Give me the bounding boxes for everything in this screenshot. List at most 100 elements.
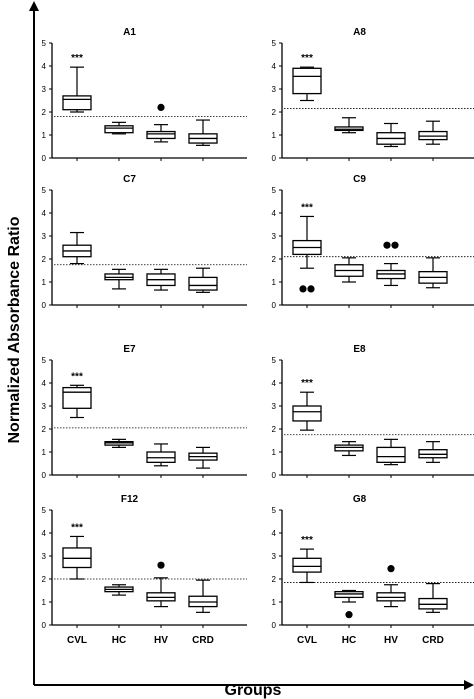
y-tick-label: 5 <box>272 39 277 48</box>
y-tick-label: 4 <box>272 529 277 538</box>
panel-title: C9 <box>353 174 366 185</box>
outlier-point <box>157 103 165 111</box>
y-tick-label: 3 <box>272 232 277 241</box>
box-cvl <box>62 66 92 113</box>
panel-g8: G8 0 1 2 3 4 5 CVL HC HV CRD *** <box>272 494 474 646</box>
box-crd <box>188 446 218 469</box>
significance-annotation: *** <box>301 378 313 389</box>
outlier-point <box>157 561 165 569</box>
y-tick-label: 2 <box>272 255 277 264</box>
y-tick-label: 5 <box>272 356 277 365</box>
box-hv <box>376 565 406 608</box>
panel-title: G8 <box>353 494 367 505</box>
y-tick-label: 3 <box>272 552 277 561</box>
box-hv <box>146 443 176 467</box>
outlier-point <box>391 241 399 249</box>
y-tick-label: 5 <box>272 506 277 515</box>
y-tick-label: 4 <box>272 379 277 388</box>
box-iqr <box>62 386 92 409</box>
y-tick-label: 0 <box>272 621 277 630</box>
box-cvl <box>292 548 322 584</box>
box-hv <box>376 122 406 148</box>
box-hc <box>334 589 364 619</box>
y-tick-label: 2 <box>42 425 47 434</box>
outlier-point <box>345 611 353 619</box>
box-iqr <box>292 67 322 95</box>
y-tick-label: 1 <box>272 598 277 607</box>
y-tick-label: 2 <box>42 108 47 117</box>
box-crd <box>188 267 218 293</box>
box-hc <box>104 438 134 448</box>
outlier-point <box>307 285 315 293</box>
box-hc <box>334 441 364 457</box>
y-tick-label: 4 <box>272 62 277 71</box>
x-tick-label: CRD <box>422 635 444 646</box>
box-iqr <box>292 405 322 422</box>
outlier-point <box>299 285 307 293</box>
y-tick-label: 2 <box>272 425 277 434</box>
significance-annotation: *** <box>301 202 313 213</box>
box-crd <box>188 579 218 613</box>
box-crd <box>418 120 448 145</box>
box-hv <box>376 241 406 287</box>
panel-e7: E7 0 1 2 3 4 5 *** <box>42 344 247 480</box>
box-cvl <box>292 66 322 102</box>
box-hc <box>334 257 364 283</box>
box-hc <box>104 121 134 135</box>
y-tick-label: 1 <box>272 278 277 287</box>
panel-e8: E8 0 1 2 3 4 5 *** <box>272 344 474 480</box>
y-tick-label: 3 <box>272 402 277 411</box>
box-hc <box>334 117 364 134</box>
panel-title: C7 <box>123 174 136 185</box>
panel-c9: C9 0 1 2 3 4 5 *** <box>272 174 474 310</box>
y-tick-label: 5 <box>42 506 47 515</box>
y-tick-label: 4 <box>42 209 47 218</box>
y-tick-label: 0 <box>42 471 47 480</box>
y-tick-label: 3 <box>272 85 277 94</box>
box-iqr <box>146 130 176 140</box>
box-crd <box>188 119 218 146</box>
box-iqr <box>104 125 134 134</box>
x-tick-label: CVL <box>297 635 317 646</box>
outlier-point <box>387 565 395 573</box>
x-tick-label: HV <box>154 635 168 646</box>
y-tick-label: 0 <box>42 154 47 163</box>
y-tick-label: 2 <box>272 108 277 117</box>
panel-title: A1 <box>123 27 136 38</box>
y-tick-label: 0 <box>272 154 277 163</box>
x-tick-label: HC <box>112 635 126 646</box>
y-tick-label: 5 <box>42 356 47 365</box>
box-crd <box>418 582 448 613</box>
panel-title: A8 <box>353 27 366 38</box>
box-hv <box>376 438 406 466</box>
y-tick-label: 4 <box>42 62 47 71</box>
box-crd <box>418 257 448 289</box>
panel-a1: A1 0 1 2 3 4 5 *** <box>42 27 247 163</box>
figure-x-label: Groups <box>225 682 282 699</box>
panel-a8: A8 0 1 2 3 4 5 *** <box>272 27 474 163</box>
panel-title: F12 <box>121 494 139 505</box>
box-iqr <box>62 95 92 111</box>
box-hv <box>146 561 176 608</box>
x-tick-label: HC <box>342 635 356 646</box>
y-tick-label: 0 <box>42 621 47 630</box>
box-iqr <box>292 557 322 573</box>
box-cvl <box>62 535 92 580</box>
significance-annotation: *** <box>301 535 313 546</box>
outlier-point <box>383 241 391 249</box>
x-tick-label: HV <box>384 635 398 646</box>
significance-annotation: *** <box>71 371 83 382</box>
box-hv <box>146 268 176 291</box>
panels: A1 0 1 2 3 4 5 *** A8 0 1 2 3 4 5 *** C7 0 1 2 3 4 5 C9 0 1 2 3 4 5 **… <box>42 27 474 646</box>
panel-title: E7 <box>123 344 136 355</box>
box-hc <box>104 268 134 290</box>
panel-f12: F12 0 1 2 3 4 5 CVL HC HV CRD *** <box>42 494 247 646</box>
y-tick-label: 2 <box>272 575 277 584</box>
box-cvl <box>292 215 322 293</box>
y-tick-label: 2 <box>42 575 47 584</box>
y-tick-label: 1 <box>272 131 277 140</box>
y-tick-label: 0 <box>272 471 277 480</box>
y-tick-label: 4 <box>42 379 47 388</box>
x-tick-label: CRD <box>192 635 214 646</box>
